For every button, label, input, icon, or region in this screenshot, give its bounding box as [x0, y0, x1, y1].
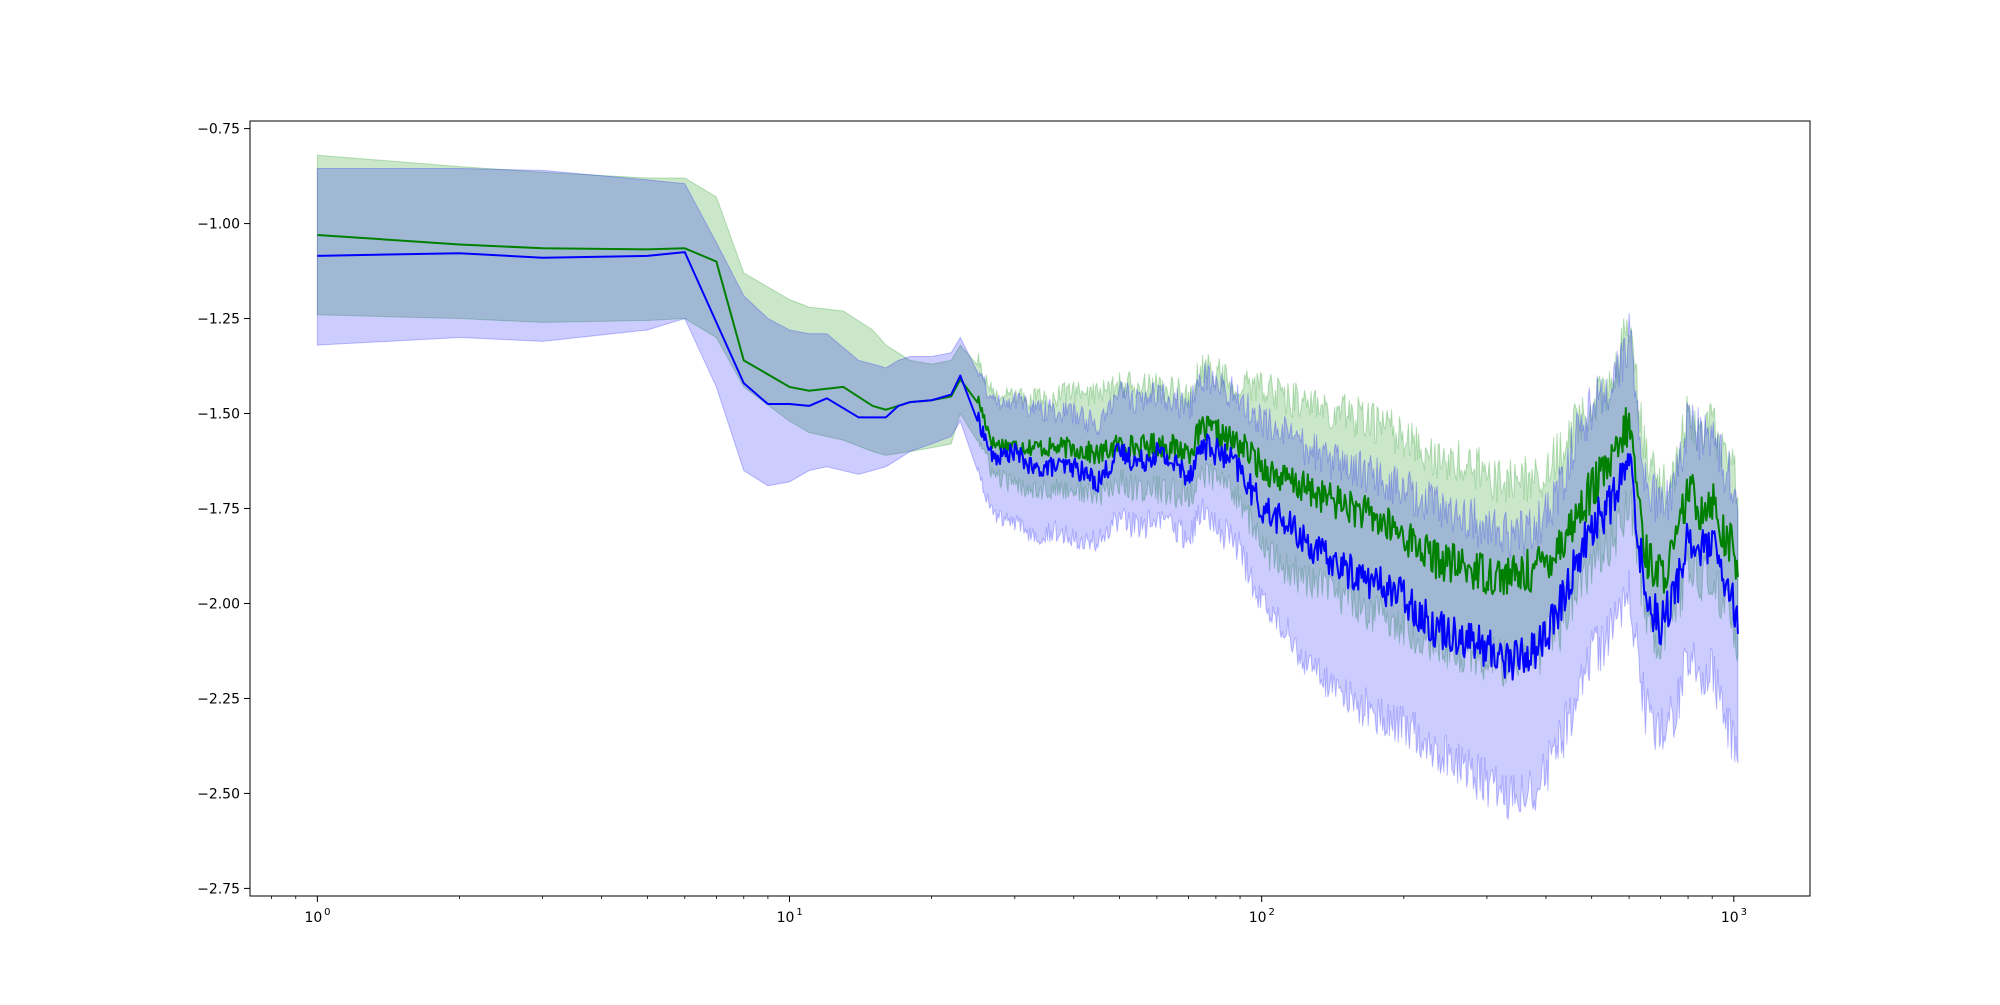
- y-tick-label: −2.00: [197, 596, 240, 612]
- plot-frame: [249, 120, 1811, 897]
- y-tick-label: −1.75: [197, 502, 240, 518]
- x-tick-label: 10: [1721, 910, 1739, 926]
- confidence-bands: [316, 154, 1739, 821]
- series-0-band: [316, 154, 1739, 688]
- y-tick-label: −2.25: [197, 691, 240, 707]
- y-tick-label: −2.50: [197, 786, 240, 802]
- x-axis: 10 0 10 1 10 2 10 3: [271, 896, 1747, 926]
- y-tick-label: −2.75: [197, 881, 240, 897]
- plot-background: [250, 121, 1810, 896]
- x-tick-label: 10: [304, 910, 322, 926]
- x-tick-exponent: 2: [1268, 907, 1274, 918]
- y-tick-label: −1.50: [197, 407, 240, 423]
- y-tick-label: −1.25: [197, 312, 240, 328]
- series-1-line: [317, 251, 1739, 681]
- series-1-band: [316, 167, 1739, 821]
- x-tick-exponent: 0: [324, 907, 330, 918]
- x-tick-label: 10: [777, 910, 795, 926]
- x-tick-exponent: 3: [1741, 907, 1747, 918]
- y-tick-label: −0.75: [197, 122, 240, 138]
- y-tick-label: −1.00: [197, 217, 240, 233]
- y-axis: −0.75 −1.00 −1.25 −1.50 −1.75 −2.00 −2.25 −2.50…: [197, 122, 250, 897]
- x-tick-label: 10: [1249, 910, 1267, 926]
- x-tick-exponent: 1: [796, 907, 802, 918]
- series-0-line: [317, 233, 1739, 596]
- series-lines: [317, 233, 1739, 681]
